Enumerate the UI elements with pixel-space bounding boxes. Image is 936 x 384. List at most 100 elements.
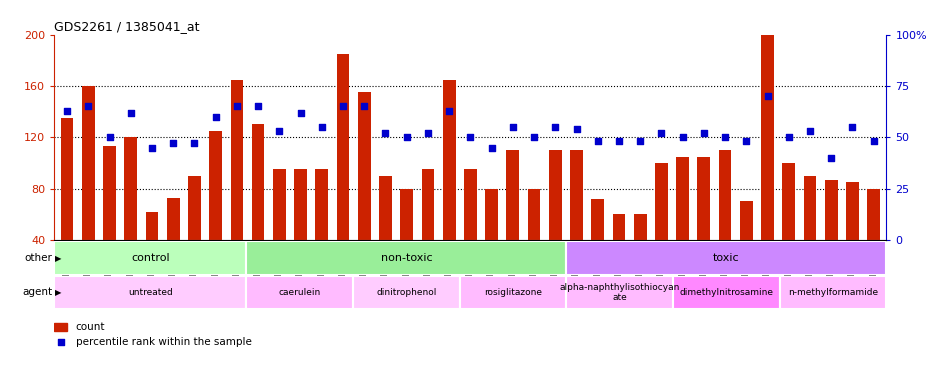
Text: rosiglitazone: rosiglitazone [484,288,541,297]
Bar [779,276,885,309]
Bar [654,163,667,291]
Bar [760,35,773,291]
Text: non-toxic: non-toxic [380,253,431,263]
Point [60,108,75,114]
Point [590,138,605,144]
Point [484,144,499,151]
Bar [54,276,246,309]
Bar [696,157,709,291]
Text: agent: agent [22,287,52,298]
Bar [569,150,582,291]
Text: ▶: ▶ [55,288,62,297]
Bar [506,150,519,291]
Text: ▶: ▶ [55,253,62,263]
Point [823,155,838,161]
Bar [676,157,688,291]
Bar [315,169,328,291]
Point [357,103,372,109]
Bar [421,169,433,291]
Point [738,138,753,144]
Point [229,103,244,109]
Point [420,130,435,136]
Bar [633,214,646,291]
Point [250,103,265,109]
Bar [252,124,264,291]
Bar [336,54,349,291]
Bar [718,150,731,291]
Text: caerulein: caerulein [278,288,320,297]
Point [293,109,308,116]
Bar [485,189,497,291]
Text: percentile rank within the sample: percentile rank within the sample [76,337,251,348]
Point [80,103,95,109]
Bar [230,79,243,291]
Bar [353,276,460,309]
Bar [824,180,837,291]
Bar [188,176,200,291]
Text: dinitrophenol: dinitrophenol [375,288,436,297]
Bar [294,169,307,291]
Bar [358,92,371,291]
Point [505,124,519,130]
Point [399,134,414,141]
Bar [61,118,73,291]
Point [208,114,223,120]
Text: n-methylformamide: n-methylformamide [787,288,877,297]
Point [314,124,329,130]
Bar [81,86,95,291]
Bar [443,79,455,291]
Bar [54,323,67,331]
Point [166,141,181,147]
Point [271,128,286,134]
Point [568,126,583,132]
Point [759,93,774,99]
Text: control: control [131,253,169,263]
Point [441,108,456,114]
Text: dimethylnitrosamine: dimethylnitrosamine [679,288,772,297]
Point [462,134,477,141]
Bar [103,146,116,291]
Point [548,124,563,130]
Text: alpha-naphthylisothiocyan
ate: alpha-naphthylisothiocyan ate [559,283,680,302]
Text: toxic: toxic [712,253,739,263]
Bar [565,241,885,275]
Bar [167,198,180,291]
Text: other: other [24,253,52,263]
Bar [548,150,561,291]
Point [653,130,668,136]
Bar [463,169,476,291]
Point [632,138,647,144]
Point [144,144,159,151]
Bar [209,131,222,291]
Point [717,134,732,141]
Bar [845,182,858,291]
Bar [867,189,879,291]
Point [102,134,117,141]
Point [781,134,796,141]
Bar [527,189,540,291]
Bar [400,189,413,291]
Bar [54,241,246,275]
Point [526,134,541,141]
Point [865,138,880,144]
Bar [591,199,604,291]
Point [675,134,690,141]
Bar [672,276,779,309]
Bar [460,276,565,309]
Point [124,109,139,116]
Bar [565,276,672,309]
Point [335,103,350,109]
Point [377,130,392,136]
Point [611,138,626,144]
Point [695,130,710,136]
Point [801,128,816,134]
Point [187,141,202,147]
Text: untreated: untreated [128,288,172,297]
Bar [612,214,624,291]
Bar [124,137,137,291]
Bar [246,276,353,309]
Point [844,124,859,130]
Bar [803,176,815,291]
Bar [782,163,795,291]
Bar [145,212,158,291]
